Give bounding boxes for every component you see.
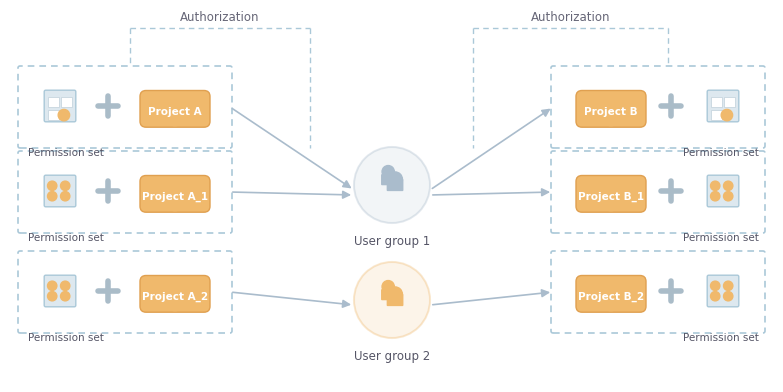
- FancyBboxPatch shape: [711, 97, 722, 107]
- Text: Permission set: Permission set: [683, 333, 759, 343]
- Circle shape: [60, 292, 70, 301]
- FancyBboxPatch shape: [44, 175, 76, 207]
- Text: Permission set: Permission set: [28, 148, 104, 158]
- FancyBboxPatch shape: [61, 97, 72, 107]
- Circle shape: [388, 172, 402, 187]
- FancyBboxPatch shape: [44, 275, 76, 307]
- Circle shape: [710, 192, 720, 201]
- Circle shape: [48, 281, 57, 290]
- Circle shape: [48, 292, 57, 301]
- Text: User group 2: User group 2: [354, 350, 430, 363]
- Text: Permission set: Permission set: [28, 233, 104, 243]
- Circle shape: [60, 281, 70, 290]
- Circle shape: [48, 181, 57, 191]
- FancyBboxPatch shape: [576, 276, 646, 312]
- FancyBboxPatch shape: [381, 289, 395, 300]
- FancyBboxPatch shape: [707, 90, 739, 122]
- Circle shape: [723, 192, 733, 201]
- Circle shape: [382, 165, 395, 178]
- Circle shape: [382, 281, 395, 293]
- FancyBboxPatch shape: [18, 251, 232, 333]
- FancyBboxPatch shape: [49, 110, 59, 120]
- Circle shape: [167, 194, 183, 211]
- FancyBboxPatch shape: [140, 91, 210, 127]
- FancyBboxPatch shape: [551, 251, 765, 333]
- Circle shape: [723, 281, 733, 290]
- Circle shape: [354, 262, 430, 338]
- Circle shape: [388, 287, 402, 302]
- FancyBboxPatch shape: [18, 66, 232, 148]
- FancyBboxPatch shape: [551, 151, 765, 233]
- Circle shape: [723, 292, 733, 301]
- Circle shape: [354, 147, 430, 223]
- Circle shape: [603, 194, 619, 211]
- Text: Project B_1: Project B_1: [578, 192, 644, 202]
- Circle shape: [167, 109, 183, 126]
- Text: Project B_2: Project B_2: [578, 292, 644, 302]
- Circle shape: [60, 192, 70, 201]
- FancyBboxPatch shape: [49, 97, 59, 107]
- Circle shape: [603, 109, 619, 126]
- Circle shape: [48, 192, 57, 201]
- FancyBboxPatch shape: [724, 97, 734, 107]
- FancyBboxPatch shape: [381, 174, 395, 185]
- Circle shape: [710, 292, 720, 301]
- Circle shape: [710, 281, 720, 290]
- FancyBboxPatch shape: [387, 294, 403, 306]
- FancyBboxPatch shape: [387, 179, 403, 191]
- Text: Authorization: Authorization: [531, 11, 610, 24]
- Text: Project B: Project B: [584, 107, 638, 117]
- Circle shape: [721, 109, 733, 121]
- Text: Permission set: Permission set: [683, 148, 759, 158]
- Text: Permission set: Permission set: [28, 333, 104, 343]
- Circle shape: [723, 181, 733, 191]
- Circle shape: [58, 109, 70, 121]
- FancyBboxPatch shape: [551, 66, 765, 148]
- FancyBboxPatch shape: [576, 176, 646, 212]
- FancyBboxPatch shape: [707, 175, 739, 207]
- FancyBboxPatch shape: [140, 276, 210, 312]
- FancyBboxPatch shape: [576, 91, 646, 127]
- Text: Authorization: Authorization: [180, 11, 260, 24]
- Circle shape: [710, 181, 720, 191]
- Text: Permission set: Permission set: [683, 233, 759, 243]
- Circle shape: [60, 181, 70, 191]
- Circle shape: [603, 294, 619, 311]
- Text: Project A: Project A: [148, 107, 202, 117]
- FancyBboxPatch shape: [44, 90, 76, 122]
- FancyBboxPatch shape: [711, 110, 722, 120]
- FancyBboxPatch shape: [707, 275, 739, 307]
- FancyBboxPatch shape: [140, 176, 210, 212]
- Text: Project A_1: Project A_1: [142, 192, 208, 202]
- Text: User group 1: User group 1: [354, 235, 430, 248]
- Text: Project A_2: Project A_2: [142, 292, 208, 302]
- Circle shape: [167, 294, 183, 311]
- FancyBboxPatch shape: [18, 151, 232, 233]
